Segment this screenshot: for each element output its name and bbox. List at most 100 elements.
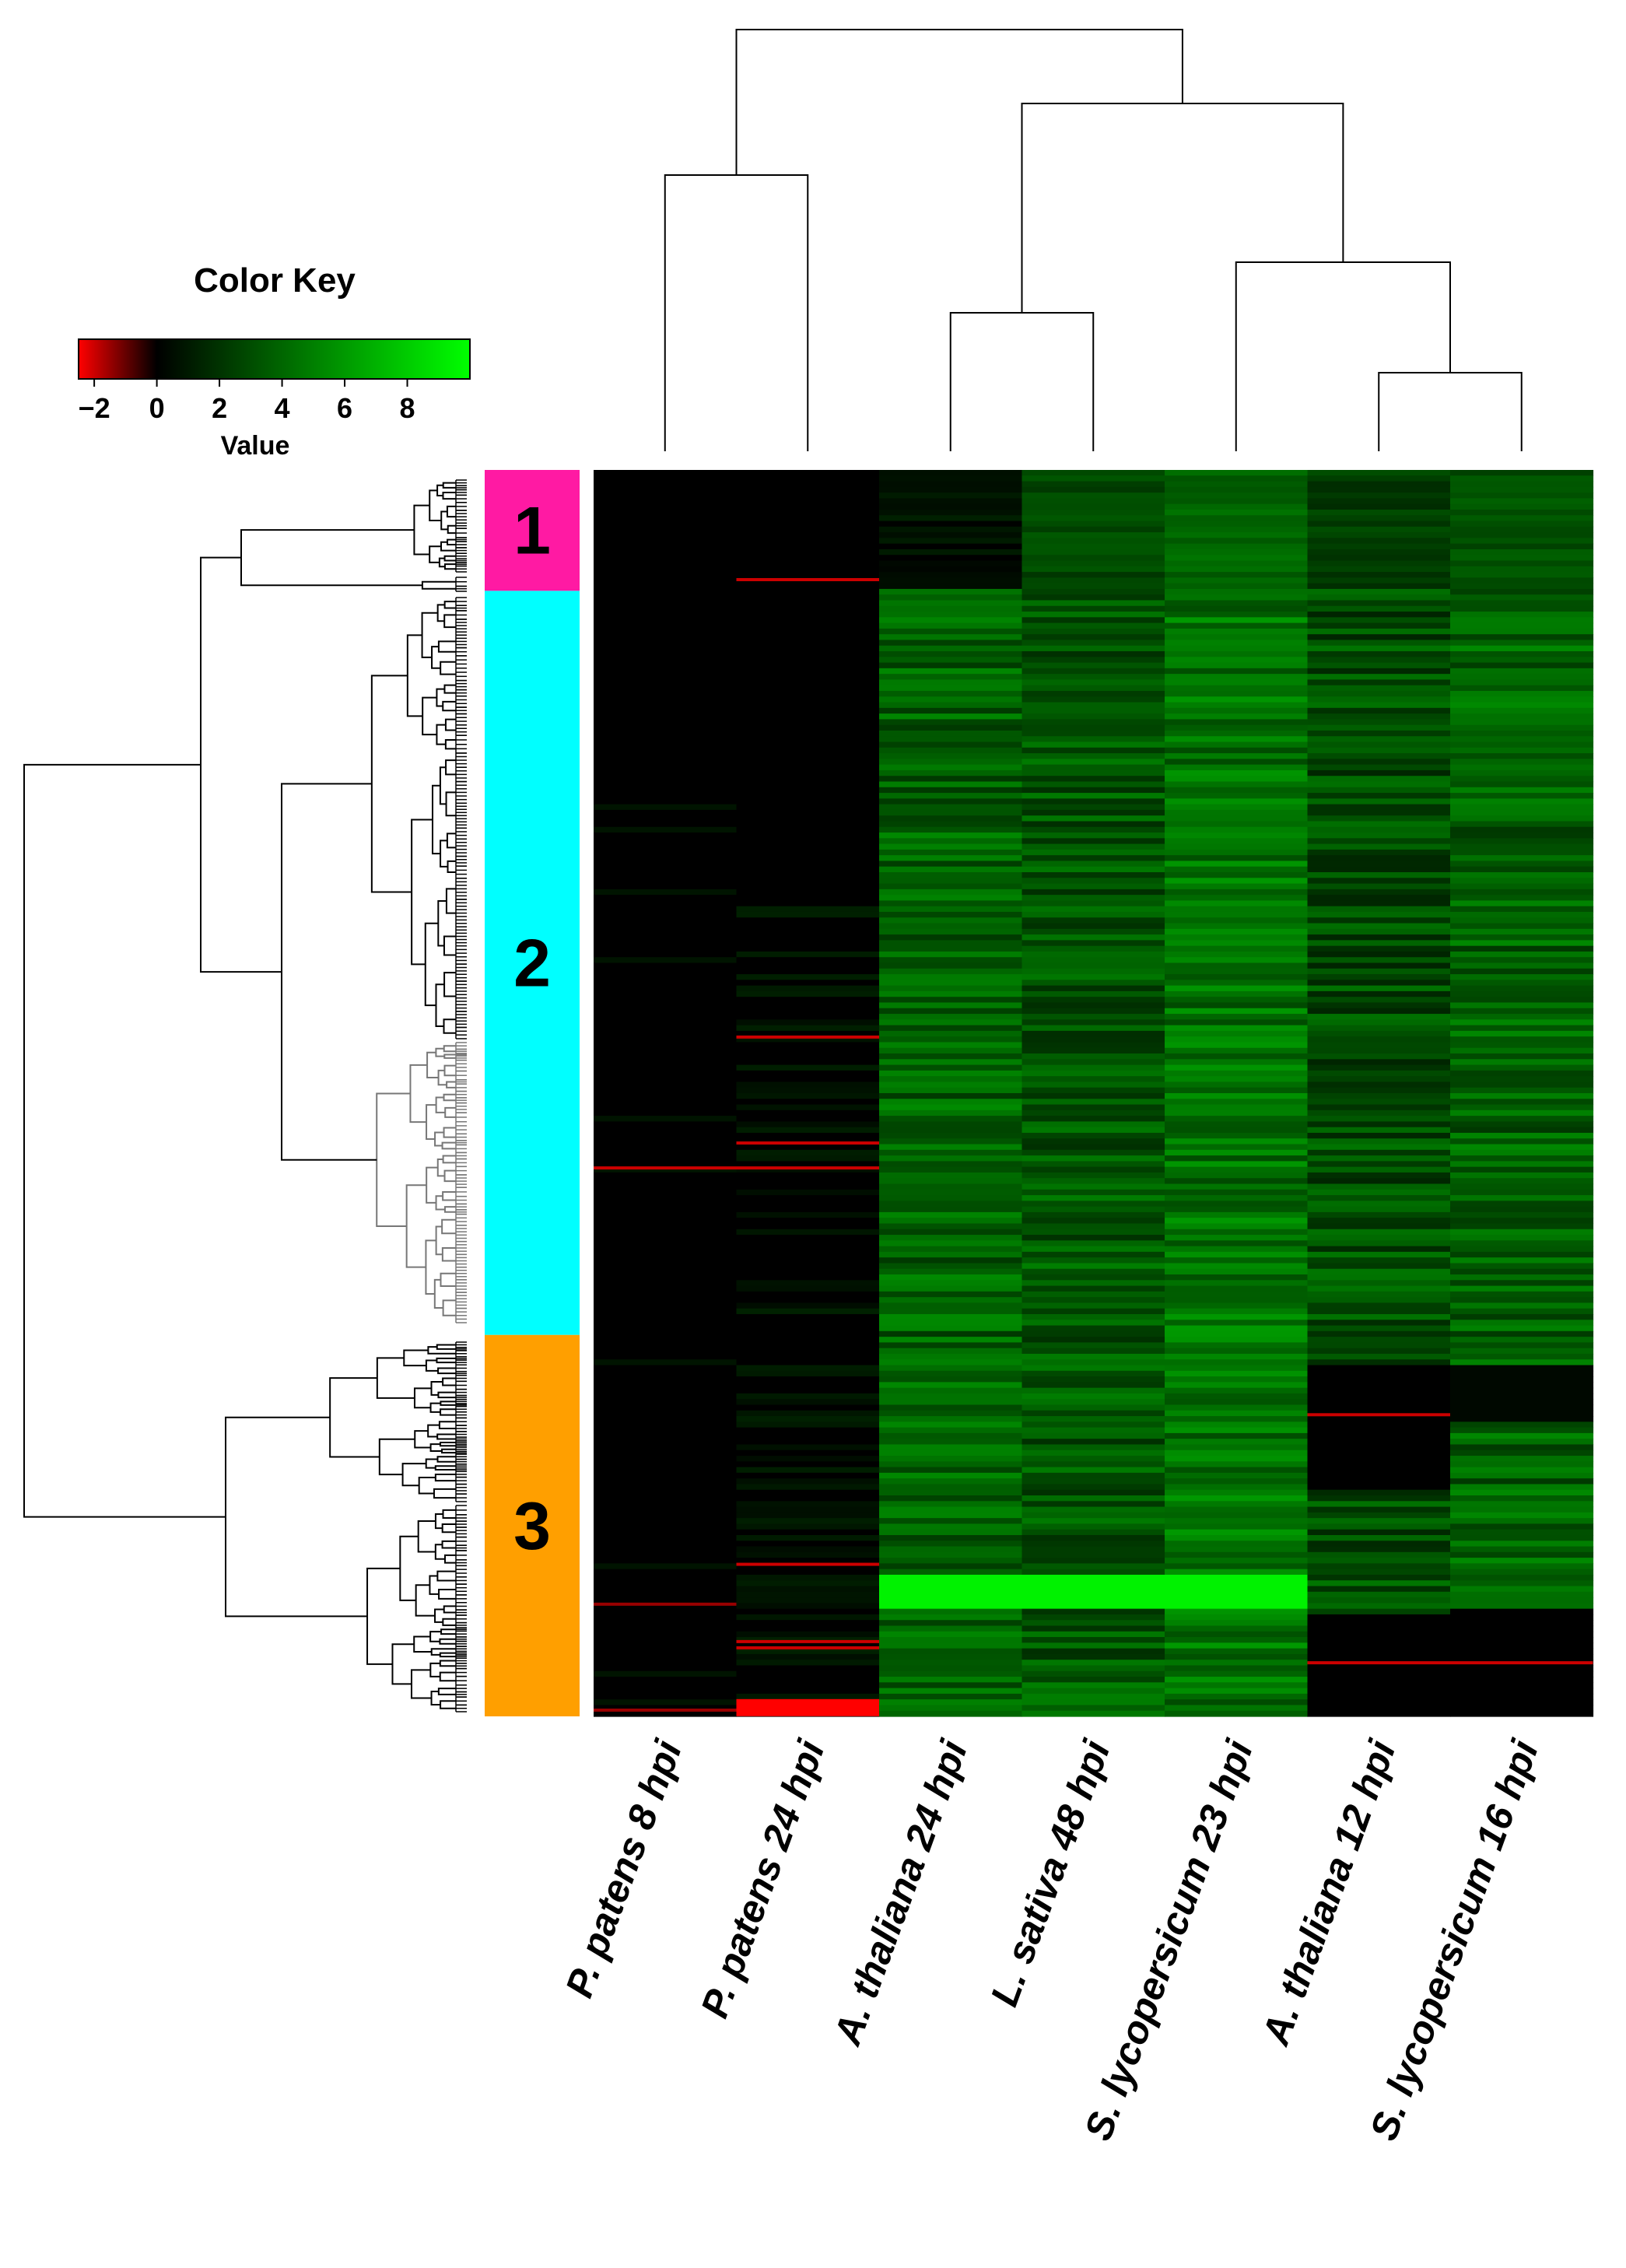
heatmap-cell bbox=[1307, 707, 1451, 714]
heatmap-cell bbox=[1450, 1586, 1594, 1593]
row-dendrogram-link bbox=[438, 1421, 456, 1429]
heatmap-cell bbox=[594, 747, 738, 754]
heatmap-highlight-cell bbox=[736, 577, 879, 581]
heatmap-cell bbox=[1450, 1337, 1594, 1343]
heatmap-cell bbox=[879, 622, 1023, 629]
heatmap-cell bbox=[736, 1410, 880, 1417]
heatmap-cell bbox=[1022, 895, 1165, 902]
heatmap-cell bbox=[879, 1161, 1023, 1168]
heatmap-cell bbox=[594, 1631, 738, 1638]
heatmap-cell bbox=[1450, 668, 1594, 675]
heatmap-cell bbox=[879, 923, 1023, 930]
heatmap-cell bbox=[1307, 1348, 1451, 1355]
heatmap-cell bbox=[1450, 1484, 1594, 1491]
heatmap-cell bbox=[1307, 1183, 1451, 1190]
heatmap-cell bbox=[1450, 657, 1594, 664]
heatmap-cell bbox=[1307, 1456, 1451, 1462]
heatmap-cell bbox=[1165, 1529, 1309, 1536]
heatmap-cell bbox=[879, 1376, 1023, 1383]
heatmap-cell bbox=[1450, 1534, 1594, 1541]
heatmap-cell bbox=[879, 1127, 1023, 1134]
heatmap-cell bbox=[736, 1518, 880, 1525]
heatmap-cell bbox=[1165, 1467, 1309, 1474]
heatmap-cell bbox=[1165, 1660, 1309, 1667]
heatmap-cell bbox=[1307, 968, 1451, 975]
heatmap-cell bbox=[1022, 555, 1165, 562]
heatmap-cell bbox=[879, 980, 1023, 987]
heatmap-cell bbox=[1307, 940, 1451, 947]
heatmap-cell bbox=[1165, 1342, 1309, 1349]
heatmap-cell bbox=[879, 1353, 1023, 1360]
heatmap-cell bbox=[879, 1246, 1023, 1253]
heatmap-cell bbox=[736, 895, 880, 902]
heatmap-cell bbox=[736, 917, 880, 924]
heatmap-cell bbox=[1165, 1240, 1309, 1247]
heatmap-cell bbox=[1450, 555, 1594, 562]
heatmap-cell bbox=[1307, 985, 1451, 992]
heatmap-cell bbox=[736, 1218, 880, 1225]
heatmap-cell bbox=[1022, 1138, 1165, 1145]
heatmap-cell bbox=[1450, 572, 1594, 578]
heatmap-cell bbox=[1022, 549, 1165, 556]
heatmap-cell bbox=[879, 1257, 1023, 1264]
heatmap-cell bbox=[1307, 1138, 1451, 1145]
row-dendrogram-link bbox=[403, 1349, 429, 1367]
heatmap-cell bbox=[1022, 1211, 1165, 1218]
heatmap-cell bbox=[1022, 1614, 1165, 1621]
heatmap-cell bbox=[1307, 1337, 1451, 1343]
heatmap-cell bbox=[594, 1138, 738, 1145]
heatmap-cell bbox=[1165, 719, 1309, 726]
heatmap-cell bbox=[1307, 1506, 1451, 1513]
heatmap-cell bbox=[736, 787, 880, 794]
row-dendrogram-link bbox=[440, 541, 456, 552]
heatmap-cell bbox=[736, 1059, 880, 1066]
heatmap-column bbox=[1450, 470, 1594, 1717]
heatmap-cell bbox=[1307, 1387, 1451, 1394]
heatmap-cell bbox=[594, 1211, 738, 1218]
row-dendrogram-link bbox=[429, 1575, 440, 1595]
heatmap-cell bbox=[594, 962, 738, 969]
heatmap-cell bbox=[879, 917, 1023, 924]
heatmap-cell bbox=[1165, 872, 1309, 878]
heatmap-cell bbox=[594, 843, 738, 850]
heatmap-cell bbox=[879, 1518, 1023, 1525]
heatmap-cell bbox=[736, 1109, 880, 1116]
heatmap-cell bbox=[594, 1586, 738, 1593]
heatmap-cell bbox=[1022, 696, 1165, 703]
heatmap-cell bbox=[736, 657, 880, 664]
heatmap-cell bbox=[1022, 1297, 1165, 1304]
heatmap-cell bbox=[1165, 1047, 1309, 1054]
heatmap-cell bbox=[1022, 962, 1165, 969]
heatmap-cell bbox=[879, 1025, 1023, 1032]
heatmap-cell bbox=[879, 1614, 1023, 1621]
heatmap-cell bbox=[594, 481, 738, 488]
heatmap-cell bbox=[1307, 1155, 1451, 1162]
row-dendrogram-link bbox=[440, 1628, 456, 1635]
row-dendrogram-link bbox=[401, 1463, 426, 1487]
heatmap-cell bbox=[594, 503, 738, 510]
heatmap-cell bbox=[1307, 475, 1451, 482]
color-key-bar bbox=[78, 338, 471, 380]
heatmap-cell bbox=[736, 1121, 880, 1128]
row-dendrogram-link bbox=[434, 1544, 445, 1560]
heatmap-cell bbox=[1022, 872, 1165, 878]
heatmap-cell bbox=[879, 1002, 1023, 1009]
heatmap-cell bbox=[1450, 1359, 1594, 1366]
heatmap-cell bbox=[1450, 951, 1594, 958]
heatmap-cell bbox=[1307, 560, 1451, 567]
heatmap-cell bbox=[1165, 1637, 1309, 1643]
heatmap-cell bbox=[1450, 1257, 1594, 1264]
heatmap-cell bbox=[1022, 1399, 1165, 1406]
heatmap-cell bbox=[1022, 990, 1165, 997]
heatmap-cell bbox=[736, 617, 880, 624]
row-dendrogram-link bbox=[431, 784, 441, 855]
heatmap-cell bbox=[1022, 1551, 1165, 1558]
heatmap-cell bbox=[736, 1274, 880, 1281]
heatmap-cell bbox=[594, 1280, 738, 1287]
heatmap-cell bbox=[879, 1036, 1023, 1043]
heatmap-cell bbox=[879, 809, 1023, 816]
heatmap-cell bbox=[736, 1313, 880, 1320]
heatmap-cell bbox=[736, 1042, 880, 1049]
heatmap-cell bbox=[1022, 509, 1165, 516]
heatmap-cell bbox=[1165, 1019, 1309, 1026]
